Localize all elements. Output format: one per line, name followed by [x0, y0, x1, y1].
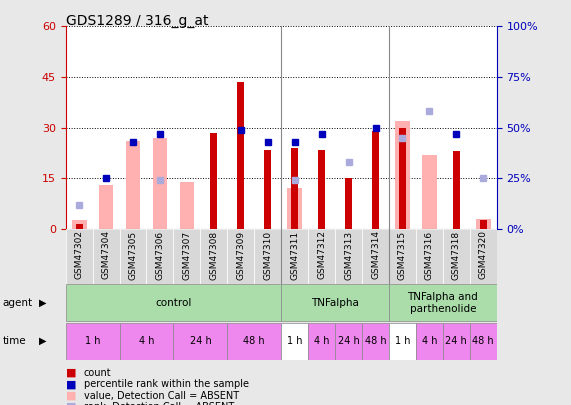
Bar	[264, 149, 271, 229]
Text: rank, Detection Call = ABSENT: rank, Detection Call = ABSENT	[84, 402, 234, 405]
Text: 4 h: 4 h	[421, 336, 437, 346]
Text: GSM47306: GSM47306	[155, 230, 164, 279]
Text: GSM47307: GSM47307	[182, 230, 191, 279]
Bar	[152, 138, 167, 229]
Text: GSM47304: GSM47304	[102, 230, 111, 279]
Bar	[345, 178, 352, 229]
Bar	[291, 148, 298, 229]
Text: time: time	[3, 336, 26, 346]
Bar	[480, 220, 486, 229]
Text: GSM47305: GSM47305	[128, 230, 138, 279]
Text: ▶: ▶	[39, 336, 46, 346]
Bar	[281, 284, 389, 321]
Text: 1 h: 1 h	[85, 336, 100, 346]
Text: 4 h: 4 h	[139, 336, 154, 346]
Text: GSM47314: GSM47314	[371, 230, 380, 279]
Bar	[179, 181, 194, 229]
Text: GSM47315: GSM47315	[398, 230, 407, 279]
Text: 24 h: 24 h	[337, 336, 360, 346]
Text: 1 h: 1 h	[395, 336, 410, 346]
Text: 24 h: 24 h	[445, 336, 467, 346]
Text: percentile rank within the sample: percentile rank within the sample	[84, 379, 249, 389]
Bar	[238, 82, 244, 229]
Bar	[227, 323, 281, 360]
Text: GSM47302: GSM47302	[75, 230, 83, 279]
Text: 48 h: 48 h	[365, 336, 387, 346]
Bar	[443, 323, 470, 360]
Text: GSM47316: GSM47316	[425, 230, 434, 279]
Text: 1 h: 1 h	[287, 336, 303, 346]
Text: control: control	[155, 298, 192, 308]
Text: GSM47309: GSM47309	[236, 230, 246, 279]
Bar	[174, 229, 200, 284]
Bar	[395, 121, 410, 229]
Bar	[93, 229, 119, 284]
Text: agent: agent	[3, 298, 33, 307]
Bar	[308, 323, 335, 360]
Text: GSM47310: GSM47310	[263, 230, 272, 279]
Bar	[416, 229, 443, 284]
Bar	[389, 229, 416, 284]
Text: GSM47308: GSM47308	[210, 230, 218, 279]
Bar	[72, 220, 87, 229]
Bar	[362, 323, 389, 360]
Bar	[470, 229, 497, 284]
Text: TNFalpha and
parthenolide: TNFalpha and parthenolide	[408, 292, 478, 313]
Text: 24 h: 24 h	[190, 336, 211, 346]
Bar	[476, 219, 490, 229]
Bar	[372, 131, 379, 229]
Text: GSM47320: GSM47320	[479, 230, 488, 279]
Bar	[76, 224, 82, 229]
Bar	[416, 323, 443, 360]
Bar	[66, 323, 119, 360]
Text: TNFalpha: TNFalpha	[311, 298, 359, 308]
Text: value, Detection Call = ABSENT: value, Detection Call = ABSENT	[84, 391, 239, 401]
Text: ■: ■	[66, 402, 76, 405]
Bar	[174, 323, 227, 360]
Text: 48 h: 48 h	[472, 336, 494, 346]
Bar	[99, 185, 114, 229]
Bar	[66, 284, 281, 321]
Bar	[308, 229, 335, 284]
Bar	[362, 229, 389, 284]
Bar	[227, 229, 254, 284]
Bar	[147, 229, 174, 284]
Text: ■: ■	[66, 368, 76, 378]
Bar	[254, 229, 281, 284]
Bar	[443, 229, 470, 284]
Bar	[126, 141, 140, 229]
Bar	[318, 149, 325, 229]
Bar	[422, 155, 437, 229]
Bar	[281, 229, 308, 284]
Text: GDS1289 / 316_g_at: GDS1289 / 316_g_at	[66, 14, 208, 28]
Text: count: count	[84, 368, 111, 378]
Text: 4 h: 4 h	[314, 336, 329, 346]
Text: ▶: ▶	[39, 298, 46, 307]
Bar	[200, 229, 227, 284]
Bar	[119, 229, 147, 284]
Text: ■: ■	[66, 379, 76, 389]
Bar	[399, 128, 406, 229]
Bar	[453, 151, 460, 229]
Bar	[211, 133, 217, 229]
Text: GSM47318: GSM47318	[452, 230, 461, 279]
Text: GSM47311: GSM47311	[290, 230, 299, 279]
Bar	[281, 323, 308, 360]
Bar	[66, 229, 93, 284]
Text: GSM47313: GSM47313	[344, 230, 353, 279]
Bar	[389, 284, 497, 321]
Bar	[335, 229, 362, 284]
Bar	[287, 188, 302, 229]
Bar	[389, 323, 416, 360]
Text: 48 h: 48 h	[243, 336, 265, 346]
Bar	[119, 323, 174, 360]
Text: GSM47312: GSM47312	[317, 230, 326, 279]
Bar	[335, 323, 362, 360]
Bar	[470, 323, 497, 360]
Text: ■: ■	[66, 391, 76, 401]
